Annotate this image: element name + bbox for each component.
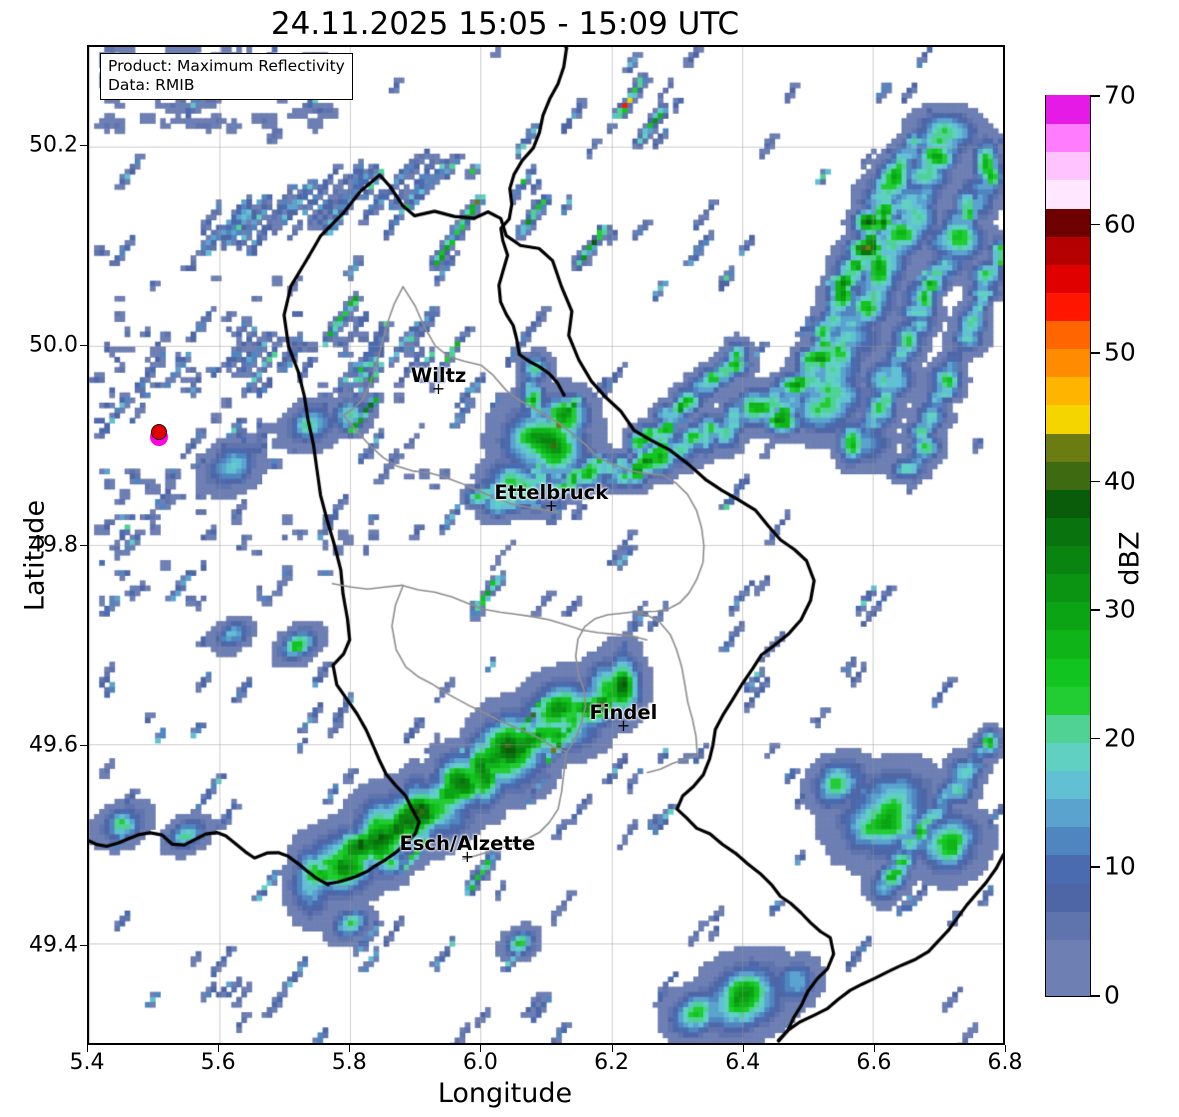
- colorbar-band-5: [1046, 826, 1090, 856]
- colorbar-band-22: [1046, 348, 1090, 378]
- colorbar-tick-label-1: 10: [1104, 851, 1136, 881]
- x-tick-5: [742, 1045, 744, 1052]
- colorbar-tick-label-0: 0: [1104, 980, 1120, 1010]
- colorbar-band-11: [1046, 657, 1090, 687]
- radar-plot-area[interactable]: Product: Maximum Reflectivity Data: RMIB…: [87, 45, 1005, 1045]
- y-tick-label-2: 49.8: [29, 532, 78, 558]
- colorbar-band-0: [1046, 967, 1090, 996]
- colorbar-tick-7: [1091, 95, 1100, 97]
- colorbar-tick-label-4: 40: [1104, 466, 1136, 496]
- colorbar-band-1: [1046, 939, 1090, 968]
- y-tick-label-1: 49.6: [29, 732, 78, 758]
- colorbar-band-21: [1046, 376, 1090, 406]
- colorbar-band-7: [1046, 770, 1090, 800]
- colorbar-tick-6: [1091, 223, 1100, 226]
- x-tick-label-4: 6.2: [594, 1050, 630, 1075]
- colorbar-band-16: [1046, 517, 1090, 546]
- y-tick-4: [80, 145, 87, 146]
- colorbar-band-2: [1046, 911, 1090, 940]
- colorbar-band-3: [1046, 882, 1090, 912]
- colorbar-band-28: [1046, 179, 1090, 209]
- info-data-line: Data: RMIB: [108, 75, 195, 94]
- page-title: 24.11.2025 15:05 - 15:09 UTC: [270, 6, 740, 42]
- x-tick-label-0: 5.4: [69, 1050, 105, 1075]
- colorbar-band-20: [1046, 404, 1090, 434]
- x-tick-label-1: 5.6: [200, 1050, 236, 1075]
- x-tick-6: [873, 1045, 875, 1052]
- x-tick-3: [480, 1045, 482, 1052]
- x-tick-4: [611, 1045, 613, 1052]
- y-tick-1: [80, 745, 87, 746]
- x-tick-0: [87, 1045, 88, 1052]
- colorbar: [1045, 95, 1091, 997]
- colorbar-band-30: [1046, 123, 1090, 153]
- colorbar-band-12: [1046, 629, 1090, 659]
- radar-site-dot: [150, 424, 167, 440]
- colorbar-band-14: [1046, 573, 1090, 603]
- colorbar-band-29: [1046, 151, 1090, 181]
- colorbar-band-25: [1046, 264, 1090, 293]
- colorbar-tick-1: [1091, 866, 1100, 868]
- x-tick-7: [1005, 1045, 1006, 1052]
- colorbar-band-9: [1046, 714, 1090, 743]
- colorbar-band-10: [1046, 686, 1090, 715]
- colorbar-band-23: [1046, 320, 1090, 350]
- colorbar-tick-label-2: 20: [1104, 723, 1136, 753]
- x-tick-2: [349, 1045, 351, 1052]
- y-tick-label-3: 50.0: [29, 332, 78, 358]
- colorbar-tick-label-6: 60: [1104, 209, 1136, 239]
- radar-reflectivity-canvas: [89, 47, 1003, 1043]
- info-product-line: Product: Maximum Reflectivity: [108, 57, 345, 75]
- colorbar-band-19: [1046, 432, 1090, 462]
- colorbar-tick-2: [1091, 737, 1100, 740]
- x-tick-label-2: 5.8: [331, 1050, 367, 1075]
- x-axis-label: Longitude: [437, 1078, 573, 1109]
- colorbar-tick-4: [1091, 480, 1100, 483]
- colorbar-band-27: [1046, 207, 1090, 237]
- y-tick-2: [80, 545, 87, 546]
- colorbar-band-31: [1046, 95, 1090, 125]
- x-tick-1: [218, 1045, 220, 1052]
- y-tick-label-4: 50.2: [29, 132, 78, 158]
- colorbar-band-24: [1046, 292, 1090, 321]
- x-tick-label-5: 6.4: [725, 1050, 761, 1075]
- y-tick-0: [80, 945, 87, 946]
- x-tick-label-7: 6.8: [987, 1050, 1023, 1075]
- y-axis-label: Latitude: [19, 499, 51, 612]
- x-tick-label-6: 6.6: [856, 1050, 892, 1075]
- colorbar-band-8: [1046, 742, 1090, 771]
- y-tick-3: [80, 345, 87, 346]
- product-info-box: Product: Maximum Reflectivity Data: RMIB: [100, 53, 353, 100]
- x-tick-label-3: 6.0: [462, 1050, 498, 1075]
- colorbar-tick-3: [1091, 609, 1100, 611]
- colorbar-band-13: [1046, 601, 1090, 631]
- colorbar-band-6: [1046, 798, 1090, 828]
- colorbar-band-17: [1046, 489, 1090, 518]
- colorbar-band-4: [1046, 854, 1090, 884]
- colorbar-band-18: [1046, 461, 1090, 490]
- colorbar-tick-label-7: 70: [1104, 80, 1136, 110]
- colorbar-tick-0: [1091, 995, 1100, 997]
- colorbar-label: dBZ: [1114, 531, 1146, 586]
- y-tick-label-0: 49.4: [29, 932, 78, 958]
- colorbar-tick-5: [1091, 352, 1100, 354]
- colorbar-tick-label-3: 30: [1104, 594, 1136, 624]
- colorbar-band-26: [1046, 236, 1090, 265]
- colorbar-band-15: [1046, 545, 1090, 575]
- colorbar-tick-label-5: 50: [1104, 337, 1136, 367]
